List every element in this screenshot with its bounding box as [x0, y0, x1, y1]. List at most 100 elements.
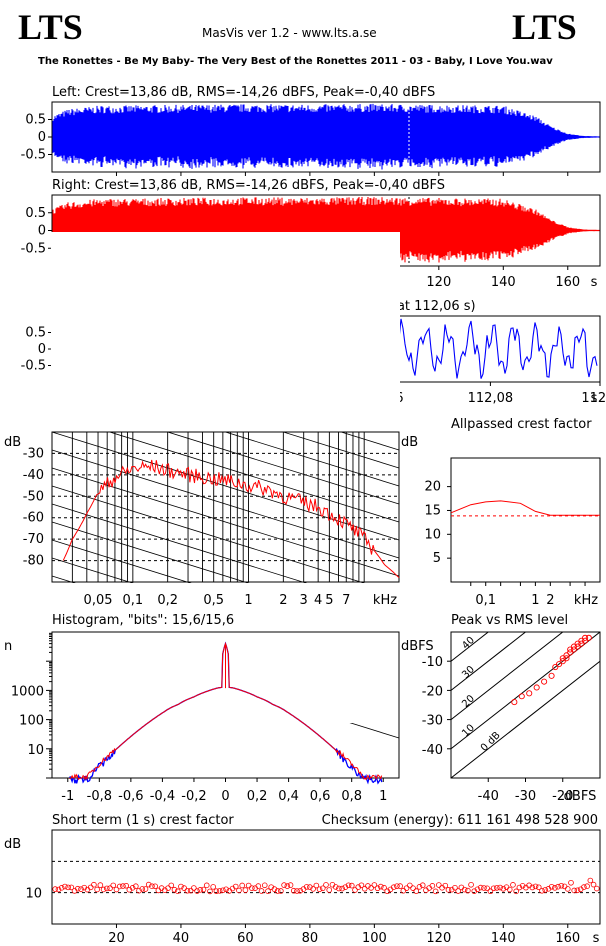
short-crest-point — [310, 886, 316, 892]
short-crest-point — [323, 882, 329, 888]
allpass-ytick-label: 20 — [424, 480, 441, 495]
peak-rms-diagonal-label: 10 — [460, 722, 477, 739]
loudest-ytick-label: 0.5 — [25, 326, 46, 341]
logo-right: LTS — [512, 7, 577, 47]
short-crest-point — [78, 886, 84, 892]
short-crest-point — [339, 885, 345, 892]
short-crest-point — [326, 887, 333, 893]
peak-rms-diagonal-10 — [451, 632, 600, 750]
histogram-xtick-label: -0,8 — [87, 789, 112, 804]
short-crest-point — [165, 885, 171, 891]
short-crest-point — [284, 883, 291, 889]
short-crest-title: Short term (1 s) crest factor — [52, 813, 234, 828]
short-crest-point — [581, 884, 587, 890]
short-crest-point — [468, 881, 474, 888]
short-crest-point — [477, 884, 484, 891]
peak-rms-diagonal-label: 0 dB — [479, 730, 503, 754]
peak-rms-diagonal-label: 20 — [460, 693, 477, 710]
short-crest-point — [307, 884, 313, 890]
left-waveform — [52, 103, 600, 170]
peak-rms-point — [555, 661, 563, 668]
short-crest-point — [564, 886, 571, 892]
short-crest-point — [316, 886, 323, 893]
short-crest-point — [436, 882, 442, 888]
peak-rms-diagonal-label: 40 — [460, 635, 477, 652]
short-crest-point — [123, 882, 129, 889]
short-crest-point — [239, 882, 245, 889]
short-crest-point — [397, 883, 403, 889]
histogram-ylabel: n — [4, 639, 12, 654]
left-ytick-label: -0.5 — [21, 148, 46, 163]
track-title: The Ronettes - Be My Baby- The Very Best… — [38, 56, 553, 67]
short-crest-point — [539, 887, 545, 894]
spectrum-xtick-label: 0,5 — [203, 593, 224, 608]
short-crest-point — [400, 887, 407, 894]
right-xunit: s — [591, 275, 598, 290]
short-crest-point — [416, 884, 423, 890]
short-crest-point — [552, 885, 558, 891]
short-crest-point — [413, 888, 420, 894]
peak-rms-point — [567, 649, 574, 656]
short-crest-point — [52, 886, 59, 892]
peak-rms-diagonal-40 — [451, 632, 490, 662]
spectrum-slope-line — [51, 449, 400, 559]
short-crest-point — [471, 888, 478, 894]
histogram-xtick-label: 0,2 — [247, 789, 268, 804]
peak-rms-point — [563, 655, 570, 662]
peak-rms-point — [541, 678, 548, 685]
short-crest-point — [510, 882, 516, 888]
short-crest-point — [223, 886, 229, 893]
short-crest-point — [377, 883, 384, 890]
short-crest-point — [407, 882, 413, 889]
histogram-xtick-label: 1 — [379, 789, 387, 804]
short-crest-point — [149, 883, 155, 890]
short-crest-point — [232, 883, 239, 890]
short-crest-point — [152, 883, 158, 890]
spectrum-ytick-label: -60 — [23, 511, 44, 526]
peak-rms-point — [570, 643, 577, 650]
peak-rms-point — [574, 640, 581, 647]
spectrum-xtick-label: 0,1 — [123, 593, 144, 608]
short-crest-point — [342, 884, 349, 890]
short-crest-point — [255, 883, 262, 889]
spectrum-slope-line — [51, 467, 400, 577]
spectrum-ytick-label: -40 — [23, 468, 44, 483]
allpass-frame — [450, 457, 601, 583]
short-crest-point — [129, 885, 136, 891]
short-crest-point — [58, 885, 65, 891]
short-crest-point — [100, 886, 107, 893]
peak-rms-ytick-label: -10 — [422, 655, 443, 670]
short-crest-point — [500, 885, 507, 892]
short-crest-point — [371, 882, 378, 888]
short-crest-point — [210, 884, 216, 890]
short-crest-xtick-label: 140 — [491, 931, 516, 946]
peak-rms-point — [548, 672, 555, 679]
spectrum-mask-top — [51, 232, 400, 432]
histogram-ytick-label: 100 — [19, 714, 44, 729]
loudest-ytick-label: 0 — [38, 342, 46, 357]
allpass-title: Allpassed crest factor — [451, 417, 592, 432]
short-crest-point — [348, 882, 355, 889]
histogram-xtick-label: -0,4 — [150, 789, 175, 804]
short-crest-point — [461, 886, 468, 893]
allpass-ytick-label: 5 — [433, 551, 441, 566]
spectrum-frame-outline — [51, 431, 400, 583]
spectrum-ytick-label: -70 — [23, 532, 44, 547]
short-crest-point — [110, 882, 117, 889]
short-crest-point — [532, 883, 539, 890]
short-crest-point — [274, 888, 281, 894]
peak-rms-point — [559, 658, 566, 665]
short-crest-point — [593, 885, 600, 892]
peak-rms-ytick-label: -20 — [422, 684, 443, 699]
short-crest-point — [455, 888, 461, 894]
right-title: Right: Crest=13,86 dB, RMS=-14,26 dBFS, … — [52, 178, 445, 193]
short-crest-point — [142, 886, 149, 892]
short-crest-point — [345, 882, 352, 889]
short-crest-point — [403, 885, 410, 891]
peak-rms-diagonal-0 — [451, 660, 600, 778]
short-crest-point — [374, 885, 381, 892]
peak-rms-point — [582, 634, 589, 641]
spectrum-xtick-label: 7 — [342, 593, 350, 608]
peak-rms-frame — [450, 631, 601, 779]
